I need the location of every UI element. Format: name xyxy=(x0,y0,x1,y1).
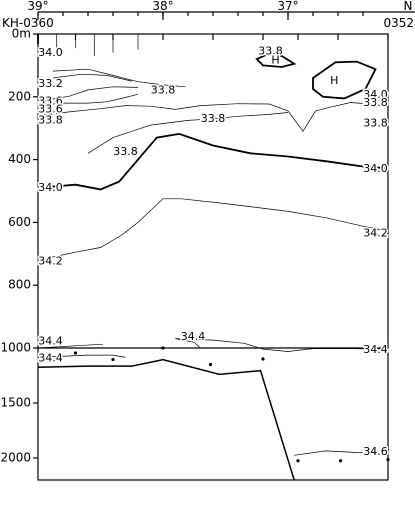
contour-label: 34.0 xyxy=(363,88,388,101)
contour-line xyxy=(175,338,389,352)
depth-tick-label: 2000 xyxy=(0,451,31,465)
sample-point xyxy=(38,355,43,359)
sample-point xyxy=(338,459,343,463)
contour-label: 34.0 xyxy=(38,46,63,59)
contour-label: 34.0 xyxy=(38,181,63,194)
contour-label: 33.6 xyxy=(38,102,63,115)
sample-point xyxy=(73,351,78,355)
start-station-label: KH-0360 xyxy=(2,16,54,30)
contour-label: 33.8 xyxy=(363,96,388,109)
contour-label: H xyxy=(330,74,338,87)
contour-label: 34.2 xyxy=(38,255,63,268)
contour-line xyxy=(52,73,132,82)
latitude-tick-label: 38° xyxy=(152,0,173,13)
contour-line xyxy=(37,343,104,349)
contour-line xyxy=(37,86,139,102)
bottom-profile xyxy=(37,358,295,481)
contour-line xyxy=(37,132,389,191)
contour-line xyxy=(38,93,139,104)
contour-label: 33.6 xyxy=(38,95,63,108)
station-labels: KH-0360 0352 xyxy=(2,16,414,30)
sample-point xyxy=(161,346,165,350)
end-station-label: 0352 xyxy=(383,16,414,30)
contour-label: 33.8 xyxy=(38,113,63,126)
contour-label: 34.2 xyxy=(363,226,388,239)
contour-line xyxy=(37,354,126,358)
high-cores xyxy=(255,52,377,100)
contour-label: 34.6 xyxy=(363,445,388,458)
depth-tick-label: 200 xyxy=(8,89,31,103)
contour-label: 33.8 xyxy=(363,116,388,129)
contour-line xyxy=(294,450,389,456)
sample-point xyxy=(208,362,213,367)
contour-label: 33.8 xyxy=(113,145,138,158)
contour-label: 34.4 xyxy=(38,351,63,364)
depth-tick-label: 400 xyxy=(8,152,31,166)
contour-label: 34.4 xyxy=(363,343,388,356)
axes: 39° 38° 37° N 0m 200 400 600 800 1000 1500 2000 xyxy=(0,0,412,465)
contour-label: 33.8 xyxy=(258,44,283,57)
contour-labels: 34.033.233.633.633.833.8HH33.833.834.033… xyxy=(37,43,390,460)
contour-line xyxy=(87,112,289,154)
contour-label: 34.0 xyxy=(363,162,388,175)
plot-border xyxy=(37,33,389,481)
contour-label: 33.8 xyxy=(201,112,226,125)
high-core-contour xyxy=(255,52,297,68)
seafloor-line xyxy=(37,358,295,481)
sample-point xyxy=(296,459,300,463)
latitude-tick-label: 37° xyxy=(277,0,298,13)
depth-tick-label: 1500 xyxy=(0,396,31,410)
sample-point xyxy=(386,458,390,462)
depth-tick-label: 800 xyxy=(8,278,31,292)
contour-label: 33.2 xyxy=(38,77,63,90)
depth-tick-label: 0m xyxy=(12,27,31,41)
latitude-unit-label: N xyxy=(404,0,413,13)
plot-frame xyxy=(37,11,415,481)
latitude-tick-label: 39° xyxy=(27,0,48,13)
contour-line xyxy=(37,198,389,261)
contour-label: 34.4 xyxy=(38,335,63,348)
depth-tick-label: 600 xyxy=(8,215,31,229)
sample-point xyxy=(111,357,115,362)
sample-point xyxy=(261,357,265,361)
depth-tick-label: 1000 xyxy=(0,341,31,355)
contour-line xyxy=(37,102,389,132)
contour-line xyxy=(52,68,186,88)
contour-label: 33.8 xyxy=(151,84,176,97)
contour-label: H xyxy=(271,54,279,67)
sample-points xyxy=(38,346,390,463)
contour-label: 34.4 xyxy=(181,330,206,343)
high-core-contour xyxy=(312,60,377,100)
